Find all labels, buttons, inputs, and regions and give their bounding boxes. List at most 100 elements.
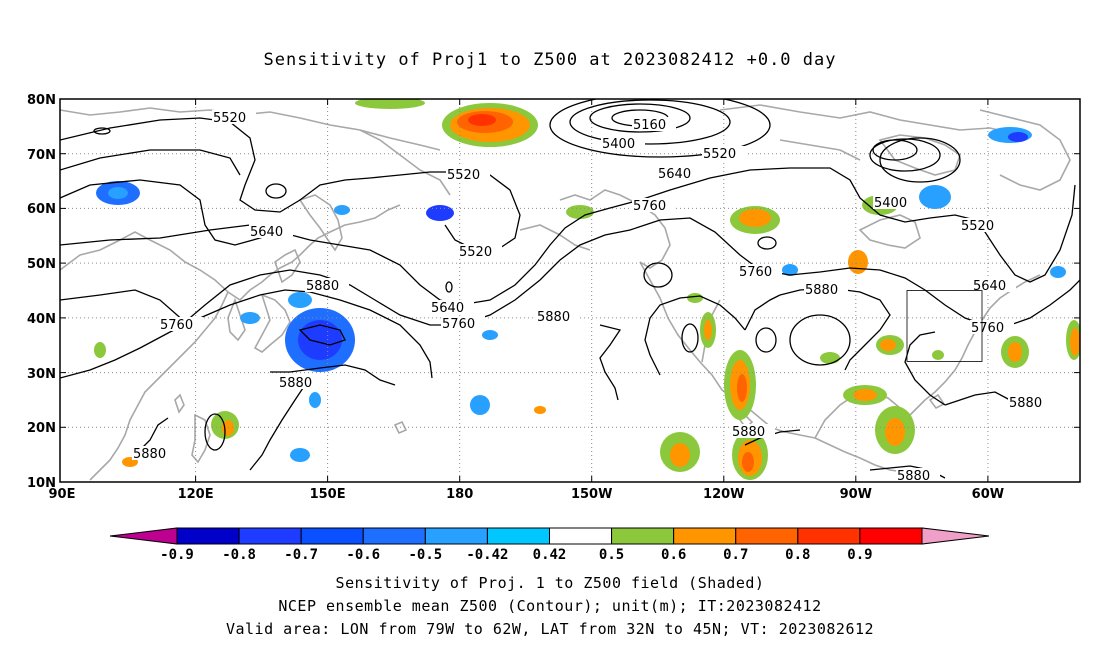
- lat-label: 70N: [27, 148, 56, 163]
- colorbar-tick-label: 0.8: [785, 547, 810, 563]
- colorbar-segment: [611, 527, 675, 545]
- lat-label: 20N: [27, 421, 56, 436]
- contour-label: 5160: [633, 118, 666, 133]
- shade-negative-blob: [298, 320, 342, 360]
- contour-label: 5400: [602, 137, 635, 152]
- contour-label: 5880: [897, 469, 930, 484]
- colorbar-tick-label: -0.42: [466, 547, 508, 563]
- shade-negative-blob: [309, 392, 321, 408]
- map-title: Sensitivity of Proj1 to Z500 at 20230824…: [263, 50, 837, 70]
- shade-negative-blob: [290, 448, 310, 462]
- lat-label: 80N: [27, 93, 56, 108]
- colorbar-segment: [673, 527, 737, 545]
- colorbar-segment: [300, 527, 364, 545]
- colorbar-tick-label: -0.7: [284, 547, 318, 563]
- shade-negative-blob: [108, 187, 128, 199]
- lon-label: 60W: [972, 487, 1004, 502]
- shade-negative-blob: [288, 292, 312, 308]
- lat-label: 10N: [27, 476, 56, 491]
- contour-label: 5640: [431, 301, 464, 316]
- contour-label: 5400: [874, 196, 907, 211]
- contour-label: 5880: [306, 279, 339, 294]
- colorbar-labels: -0.9 -0.8 -0.7 -0.6 -0.5 -0.42 0.42 0.5 0.6 0.7 0.…: [160, 547, 872, 563]
- shade-positive-blob: [742, 452, 754, 472]
- shade-positive-blob: [704, 320, 712, 340]
- contour-labels: 5160 5400 5520 5520 5520 5520 5520 5640 …: [132, 110, 1052, 484]
- colorbar-segment: [797, 527, 861, 545]
- shade-positive-blob: [880, 339, 896, 351]
- contour-label: 5520: [961, 219, 994, 234]
- colorbar-max-arrow: [921, 527, 990, 545]
- contour-label: 5880: [133, 447, 166, 462]
- shade-positive-blob: [737, 374, 747, 402]
- colorbar-tick-label: -0.6: [346, 547, 380, 563]
- lat-label: 60N: [27, 202, 56, 217]
- shade-positive-blob: [820, 352, 840, 364]
- lon-label: 90W: [840, 487, 872, 502]
- contour-label: 5880: [805, 283, 838, 298]
- contour-label: 5640: [250, 225, 283, 240]
- contour-label: 5880: [537, 310, 570, 325]
- colorbar-segment: [362, 527, 426, 545]
- axis-ticks: [60, 98, 1080, 482]
- colorbar-tick-label: 0.5: [599, 547, 624, 563]
- lat-label: 30N: [27, 367, 56, 382]
- colorbar-tick-label: 0.9: [847, 547, 872, 563]
- contour-label: 5760: [442, 317, 475, 332]
- colorbar-tick-label: -0.5: [408, 547, 442, 563]
- shade-negative-blob: [1050, 266, 1066, 278]
- shade-positive-blob: [739, 209, 771, 227]
- colorbar-segment: [238, 527, 302, 545]
- shade-positive-blob: [566, 205, 594, 219]
- lon-label: 150E: [310, 487, 346, 502]
- contour-label: 5880: [732, 425, 765, 440]
- contour-label: 5640: [658, 167, 691, 182]
- shade-negative-blob: [470, 395, 490, 415]
- contour-label: 5520: [459, 245, 492, 260]
- contour-label: 5760: [739, 265, 772, 280]
- contour-label: 5880: [279, 376, 312, 391]
- colorbar-tick-label: -0.9: [160, 547, 194, 563]
- shade-positive-blob: [885, 418, 905, 446]
- contour-label: 5520: [213, 111, 246, 126]
- shade-positive-blob: [1070, 328, 1080, 356]
- shade-positive-blob: [534, 406, 546, 414]
- shade-positive-blob: [687, 293, 703, 303]
- shade-negative-blob: [334, 205, 350, 215]
- lat-label: 50N: [27, 257, 56, 272]
- shade-negative-blob: [240, 312, 260, 324]
- contour-label-5640-east: 5640: [973, 279, 1006, 294]
- valid-area-box: [906, 290, 983, 362]
- lon-label: 150W: [571, 487, 612, 502]
- shade-negative-blob: [782, 264, 798, 276]
- shade-positive-blob: [94, 342, 106, 358]
- contour-label: 5880: [1009, 396, 1042, 411]
- shade-positive-blob: [670, 443, 690, 467]
- lat-labels: 80N 70N 60N 50N 40N 30N 20N 10N: [27, 93, 56, 491]
- caption-shading: Sensitivity of Proj. 1 to Z500 field (Sh…: [335, 574, 765, 592]
- shade-positive-blob: [853, 389, 877, 401]
- contour-label: 5760: [160, 318, 193, 333]
- lon-label: 120W: [703, 487, 744, 502]
- shade-positive-blob: [932, 350, 944, 360]
- lon-label: 90E: [49, 487, 76, 502]
- shade-negative-blob: [919, 185, 951, 209]
- shade-negative-blob: [1008, 132, 1028, 142]
- colorbar-segment: [549, 527, 613, 545]
- colorbar-tick-label: 0.7: [723, 547, 748, 563]
- shade-positive-blob: [468, 114, 496, 126]
- colorbar-tick-label: -0.8: [222, 547, 256, 563]
- lat-label: 40N: [27, 312, 56, 327]
- shade-positive-blob: [1008, 342, 1022, 362]
- lon-labels: 90E 120E 150E 180 150W 120W 90W 60W: [49, 487, 1005, 502]
- colorbar-min-arrow: [109, 527, 178, 545]
- colorbar-segment: [859, 527, 923, 545]
- sensitivity-shading: [94, 99, 1080, 480]
- caption-contour: NCEP ensemble mean Z500 (Contour); unit(…: [278, 597, 822, 615]
- caption-valid-area: Valid area: LON from 79W to 62W, LAT fro…: [225, 620, 875, 638]
- shade-negative-blob: [426, 205, 454, 221]
- colorbar: [109, 527, 990, 545]
- contour-label: 5760: [971, 321, 1004, 336]
- colorbar-segment: [424, 527, 488, 545]
